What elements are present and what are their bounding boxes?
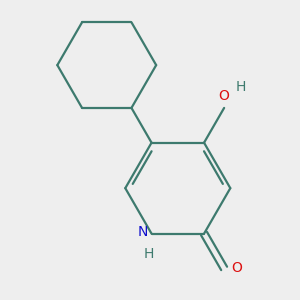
Text: N: N: [138, 225, 148, 239]
Text: H: H: [143, 247, 154, 261]
Text: O: O: [232, 261, 242, 275]
Text: H: H: [235, 80, 246, 94]
Text: O: O: [219, 89, 230, 103]
